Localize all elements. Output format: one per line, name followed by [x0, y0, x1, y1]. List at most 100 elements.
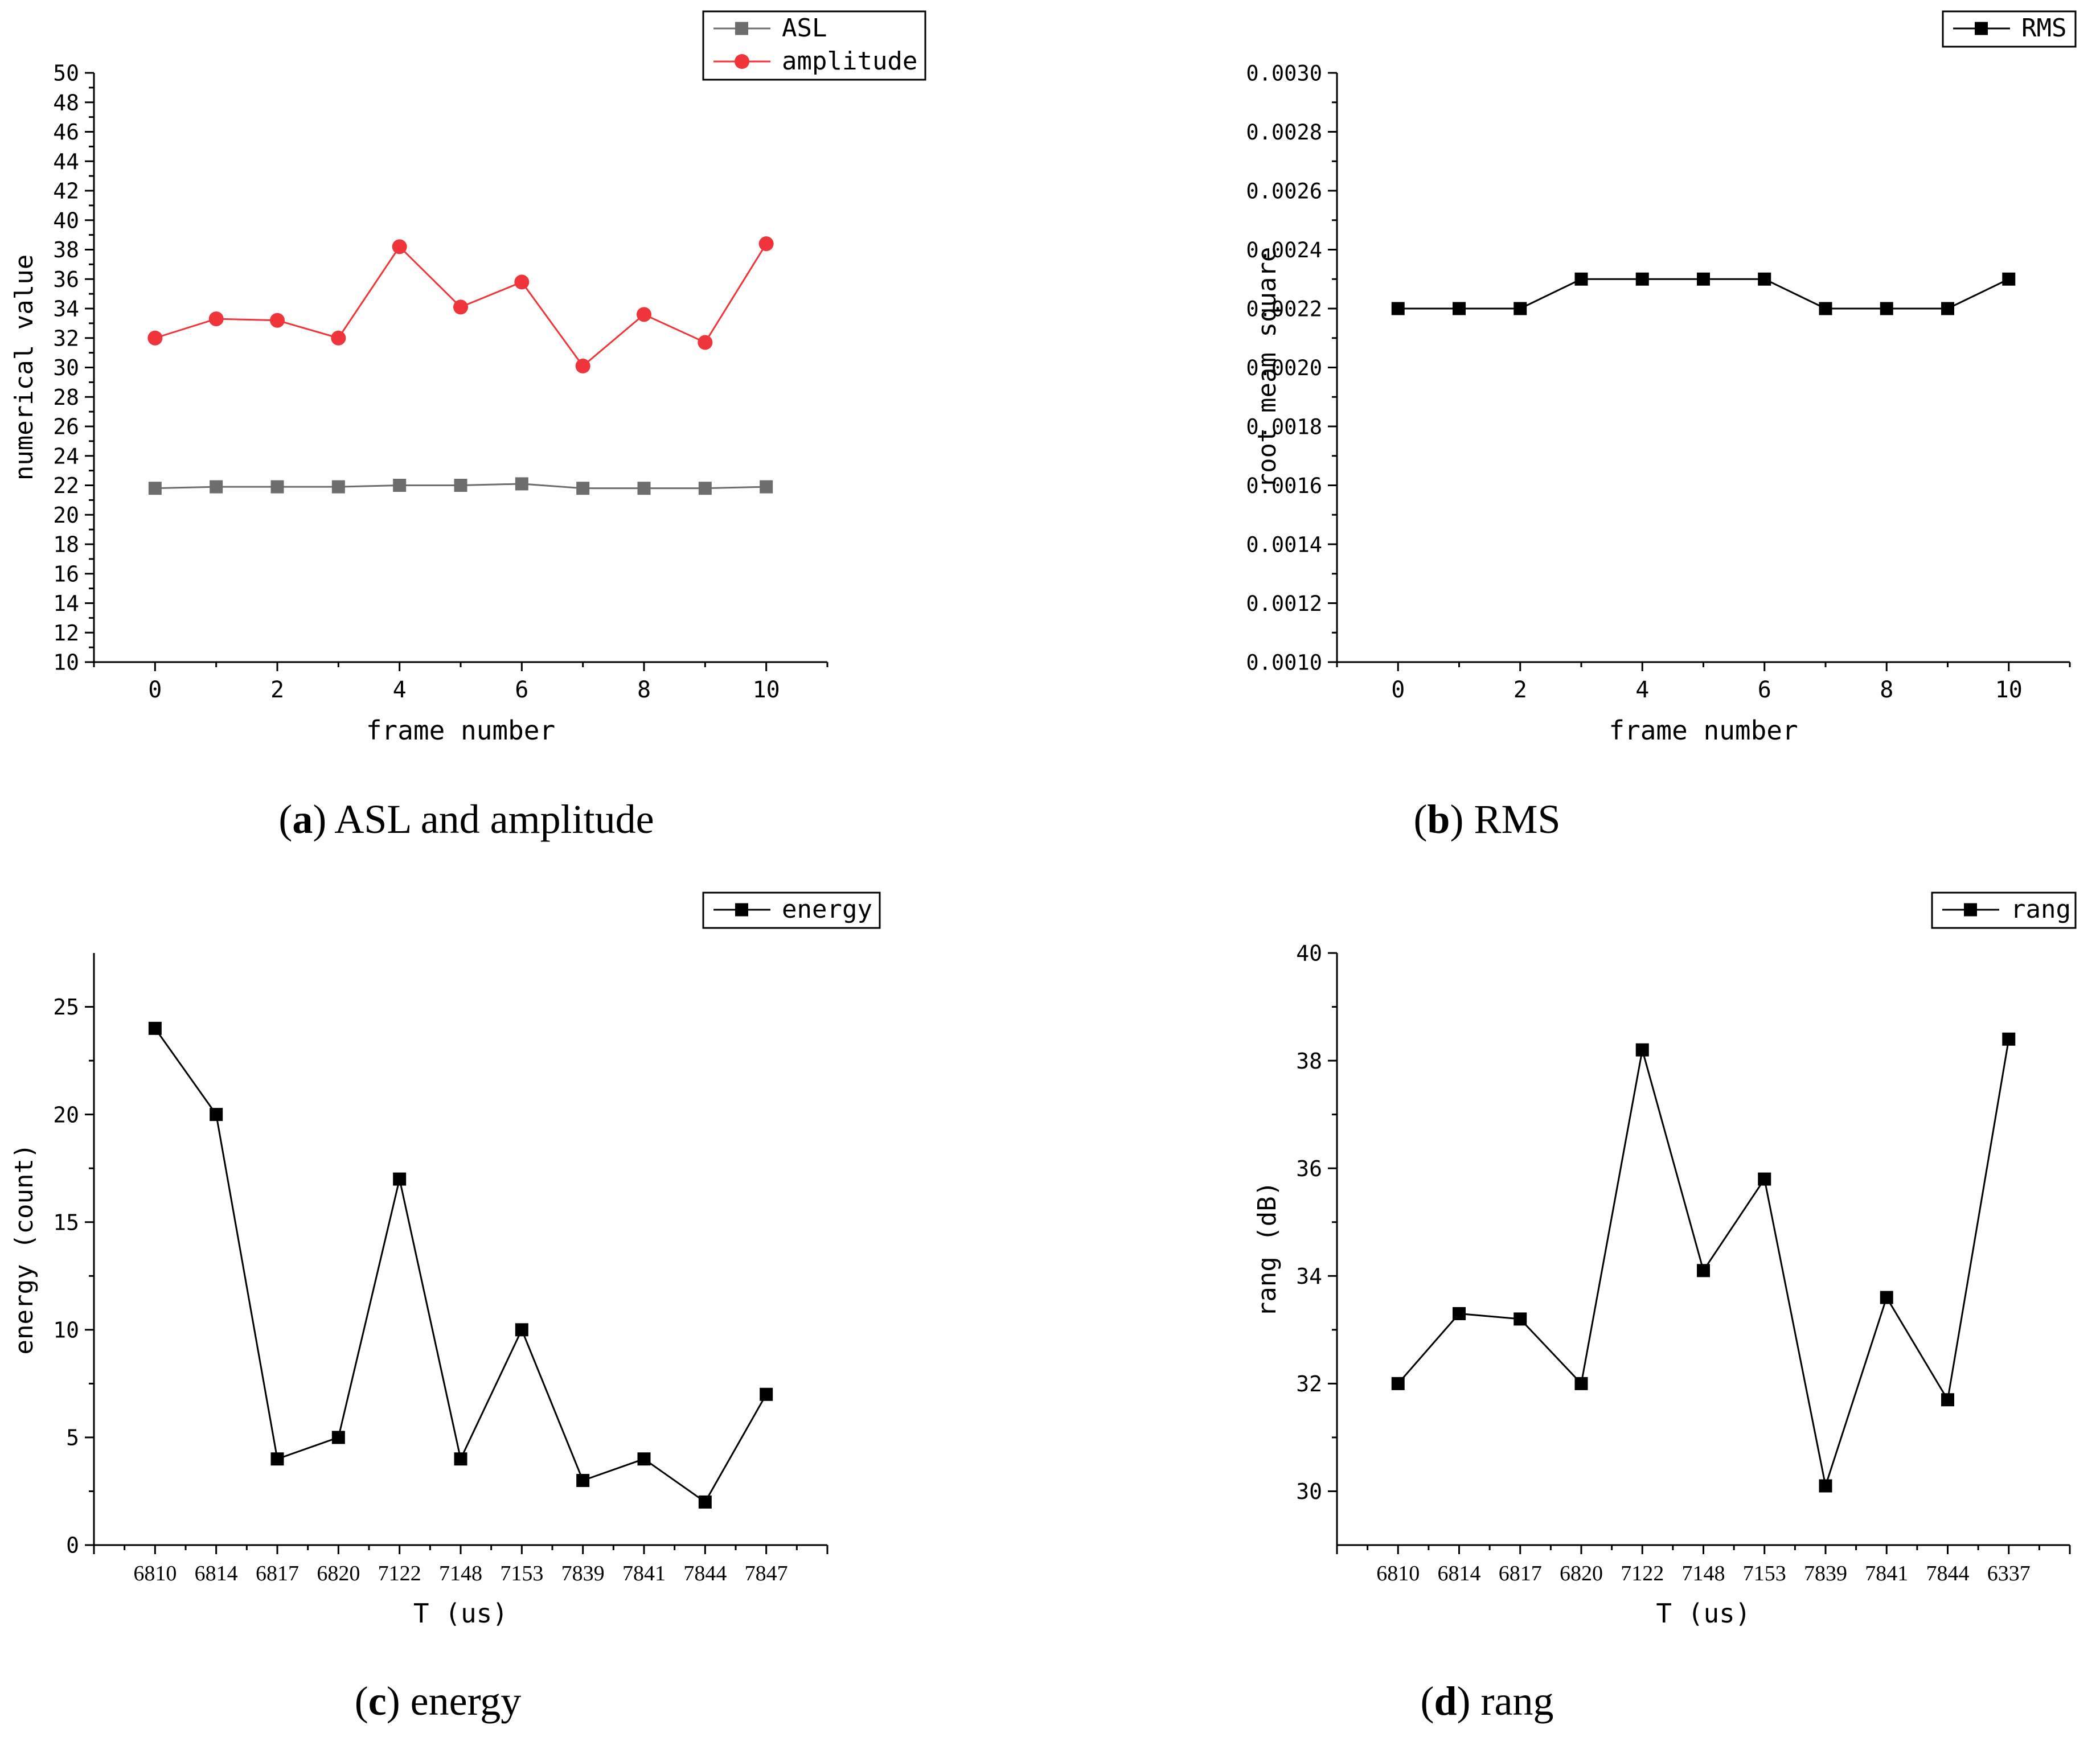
x-tick-label: 2 [270, 677, 284, 703]
data-point-energy [760, 1387, 773, 1401]
x-tick-label: 7148 [1682, 1562, 1725, 1585]
caption-paren: ) [387, 1678, 400, 1724]
data-point-ASL [698, 482, 712, 495]
caption: (a) ASL and amplitude [278, 796, 654, 842]
x-tick-label: 7839 [1804, 1562, 1847, 1585]
caption-letter: a [292, 796, 313, 842]
data-point-ASL [576, 482, 590, 495]
legend: rang [1931, 892, 2077, 929]
data-point-rang [1514, 1312, 1527, 1326]
legend-marker [735, 903, 748, 917]
y-tick-label: 38 [1296, 1049, 1322, 1074]
x-tick-label: 0 [1391, 677, 1405, 703]
y-tick-label: 24 [53, 443, 79, 469]
y-tick-label: 20 [53, 503, 79, 528]
data-point-amplitude [758, 236, 774, 252]
data-point-ASL [210, 480, 223, 494]
data-point-RMS [1880, 302, 1893, 315]
y-tick-label: 22 [53, 473, 79, 498]
data-point-ASL [637, 482, 651, 495]
legend: ASL amplitude [702, 10, 926, 81]
y-tick-label: 0.0012 [1246, 591, 1322, 616]
data-point-rang [1697, 1264, 1710, 1277]
y-tick-label: 0.0030 [1246, 61, 1322, 85]
x-tick-label: 2 [1514, 677, 1527, 703]
data-point-ASL [270, 480, 284, 494]
data-point-rang [1758, 1172, 1771, 1186]
legend-label: energy [782, 895, 872, 924]
data-point-ASL [454, 479, 467, 492]
data-point-RMS [1758, 272, 1771, 286]
y-axis-title: energy (count) [10, 1144, 39, 1355]
caption-paren: ( [1413, 796, 1427, 842]
y-tick-label: 0.0022 [1246, 297, 1322, 321]
data-point-energy [331, 1431, 345, 1444]
y-tick-label: 0.0024 [1246, 238, 1322, 262]
data-point-rang [1941, 1393, 1954, 1407]
y-tick-label: 16 [53, 561, 79, 586]
caption-text: rang [1471, 1678, 1554, 1724]
caption-text: RMS [1463, 796, 1560, 842]
data-point-ASL [148, 482, 162, 495]
y-tick-label: 12 [53, 621, 79, 646]
data-point-energy [698, 1495, 712, 1509]
x-axis-title: frame number [366, 715, 555, 746]
x-tick-label: 7844 [1926, 1562, 1970, 1585]
x-tick-label: 10 [753, 677, 780, 703]
y-tick-label: 46 [53, 120, 79, 145]
data-point-ASL [393, 479, 407, 492]
data-point-amplitude [147, 330, 163, 346]
y-tick-label: 30 [53, 355, 79, 380]
x-tick-label: 6337 [1987, 1562, 2031, 1585]
y-tick-label: 5 [66, 1426, 79, 1451]
y-axis-title: root meam square [1253, 247, 1282, 488]
data-point-RMS [1453, 302, 1466, 315]
x-tick-label: 6 [515, 677, 528, 703]
x-tick-label: 7122 [1621, 1562, 1664, 1585]
y-tick-label: 36 [1296, 1156, 1322, 1181]
y-tick-label: 18 [53, 532, 79, 557]
legend: energy [702, 892, 881, 929]
y-tick-label: 48 [53, 90, 79, 115]
data-point-energy [576, 1474, 590, 1488]
y-tick-label: 25 [53, 995, 79, 1020]
data-point-RMS [2002, 272, 2016, 286]
data-point-ASL [515, 477, 528, 491]
data-point-amplitude [575, 358, 590, 373]
caption-paren: ) [1457, 1678, 1471, 1724]
data-point-RMS [1635, 272, 1649, 286]
x-tick-label: 7841 [622, 1562, 666, 1585]
data-point-RMS [1391, 302, 1405, 315]
x-tick-label: 7839 [561, 1562, 605, 1585]
caption: (c) energy [355, 1678, 522, 1724]
data-point-energy [148, 1021, 162, 1035]
legend-marker [1964, 903, 1977, 917]
data-point-rang [1391, 1377, 1405, 1390]
y-tick-label: 38 [53, 237, 79, 262]
series-line-rang [1397, 1039, 2010, 1489]
x-tick-label: 7148 [439, 1562, 482, 1585]
caption: (d) rang [1421, 1678, 1554, 1724]
data-point-amplitude [331, 330, 346, 346]
x-tick-label: 8 [637, 677, 651, 703]
caption-paren: ( [355, 1678, 368, 1724]
x-tick-label: 4 [393, 677, 407, 703]
x-tick-label: 0 [148, 677, 162, 703]
data-point-amplitude [453, 299, 468, 315]
data-point-RMS [1819, 302, 1832, 315]
x-tick-label: 6820 [1560, 1562, 1603, 1585]
y-tick-label: 30 [1296, 1479, 1322, 1504]
legend-label: ASL [782, 14, 827, 43]
data-point-energy [270, 1452, 284, 1466]
x-tick-label: 4 [1635, 677, 1649, 703]
caption-paren: ( [1421, 1678, 1434, 1724]
caption-text: energy [400, 1678, 522, 1724]
caption-text: ASL and amplitude [326, 796, 654, 842]
x-tick-label: 7122 [378, 1562, 421, 1585]
chart-b: 0.0010 0.0012 0.0014 0.0016 0.0018 0.0020 0.00… [1246, 10, 2077, 842]
x-tick-label: 6 [1758, 677, 1771, 703]
data-point-RMS [1697, 272, 1710, 286]
x-tick-label: 6817 [1499, 1562, 1542, 1585]
y-tick-label: 15 [53, 1210, 79, 1235]
